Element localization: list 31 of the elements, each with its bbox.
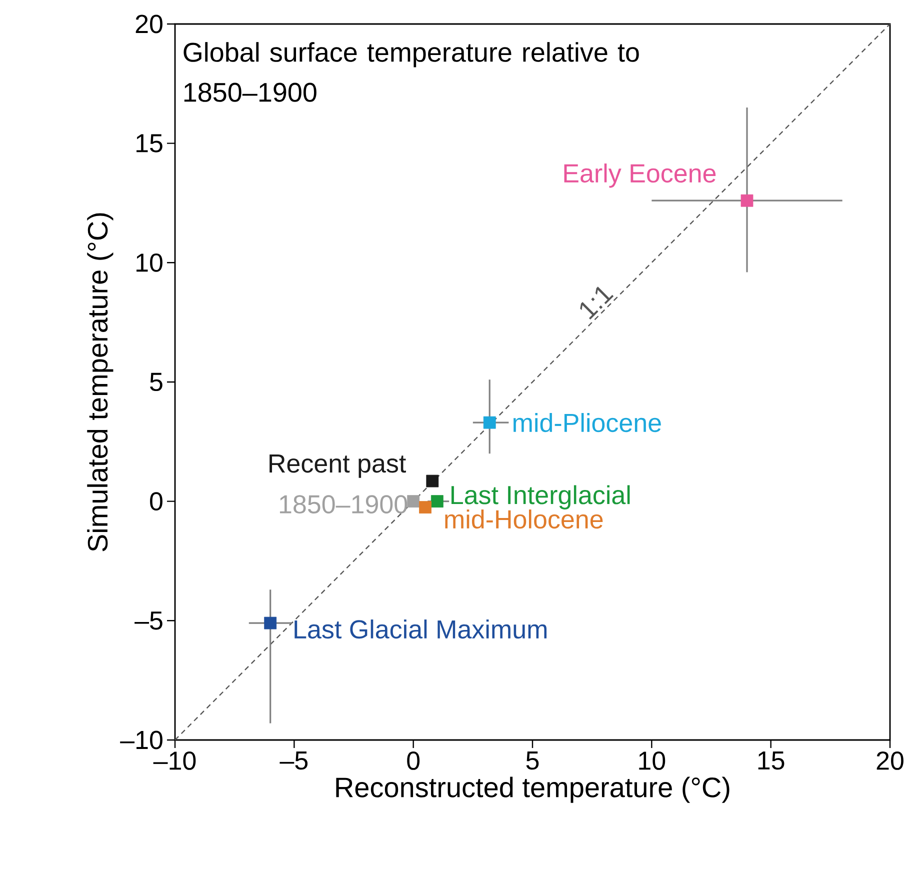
x-tick-label: 5 bbox=[526, 752, 539, 770]
y-tick-label: 5 bbox=[150, 372, 162, 392]
y-tick-label: –5 bbox=[134, 612, 162, 630]
series-label: Early Eocene bbox=[564, 163, 716, 188]
series-label: Last Interglacial bbox=[452, 485, 630, 510]
point bbox=[483, 416, 496, 429]
x-tick-label: 15 bbox=[758, 752, 784, 770]
y-tick-label: 10 bbox=[136, 253, 162, 272]
x-tick-label: 10 bbox=[639, 752, 666, 770]
x-tick-label: 20 bbox=[876, 752, 904, 770]
y-tick-label: 20 bbox=[136, 14, 162, 34]
point bbox=[430, 495, 444, 508]
point bbox=[419, 501, 432, 514]
text: Global surface temperature relative to 1850–1900 bbox=[184, 42, 639, 102]
x-tick-label: –5 bbox=[280, 752, 308, 770]
series-label: 1850–1900 bbox=[280, 495, 408, 514]
series-label: mid-Holocene bbox=[445, 509, 603, 529]
point bbox=[264, 616, 277, 630]
y-tick-label: –10 bbox=[120, 730, 162, 750]
series-label: mid-Pliocene bbox=[514, 413, 661, 432]
text: 1:1 bbox=[580, 286, 614, 320]
y-tick-label: 15 bbox=[136, 134, 162, 152]
x-tick-label: 0 bbox=[407, 752, 420, 770]
y-tick-label: 0 bbox=[150, 492, 162, 511]
series-label: Recent past bbox=[270, 454, 406, 478]
point bbox=[407, 495, 420, 508]
point bbox=[426, 474, 439, 488]
y-axis-title: Simulated temperature (°C) bbox=[87, 213, 114, 552]
x-axis-title: Reconstructed temperature (°C) bbox=[336, 776, 730, 803]
series-label: Last Glacial Maximum bbox=[294, 620, 547, 639]
point bbox=[740, 194, 754, 207]
